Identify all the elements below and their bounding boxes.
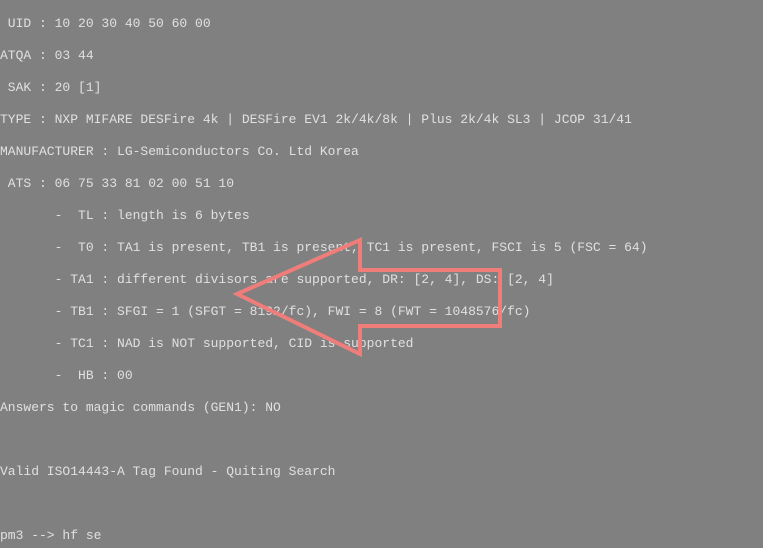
type-line-1: TYPE : NXP MIFARE DESFire 4k | DESFire E… bbox=[0, 112, 763, 128]
magic-line-1: Answers to magic commands (GEN1): NO bbox=[0, 400, 763, 416]
sak-line-1: SAK : 20 [1] bbox=[0, 80, 763, 96]
tb1-line-1: - TB1 : SFGI = 1 (SFGT = 8192/fc), FWI =… bbox=[0, 304, 763, 320]
terminal-output: UID : 10 20 30 40 50 60 00 ATQA : 03 44 … bbox=[0, 0, 763, 548]
tag-found-line-1: Valid ISO14443-A Tag Found - Quiting Sea… bbox=[0, 464, 763, 480]
prompt-line[interactable]: pm3 --> hf se bbox=[0, 528, 763, 544]
t0-line-1: - T0 : TA1 is present, TB1 is present, T… bbox=[0, 240, 763, 256]
ta1-line-1: - TA1 : different divisors are supported… bbox=[0, 272, 763, 288]
manufacturer-line-1: MANUFACTURER : LG-Semiconductors Co. Ltd… bbox=[0, 144, 763, 160]
hb-line-1: - HB : 00 bbox=[0, 368, 763, 384]
atqa-line-1: ATQA : 03 44 bbox=[0, 48, 763, 64]
uid-line-1: UID : 10 20 30 40 50 60 00 bbox=[0, 16, 763, 32]
tl-line-1: - TL : length is 6 bytes bbox=[0, 208, 763, 224]
blank-line bbox=[0, 432, 763, 448]
ats-line-1: ATS : 06 75 33 81 02 00 51 10 bbox=[0, 176, 763, 192]
blank-line bbox=[0, 496, 763, 512]
tc1-line-1: - TC1 : NAD is NOT supported, CID is sup… bbox=[0, 336, 763, 352]
